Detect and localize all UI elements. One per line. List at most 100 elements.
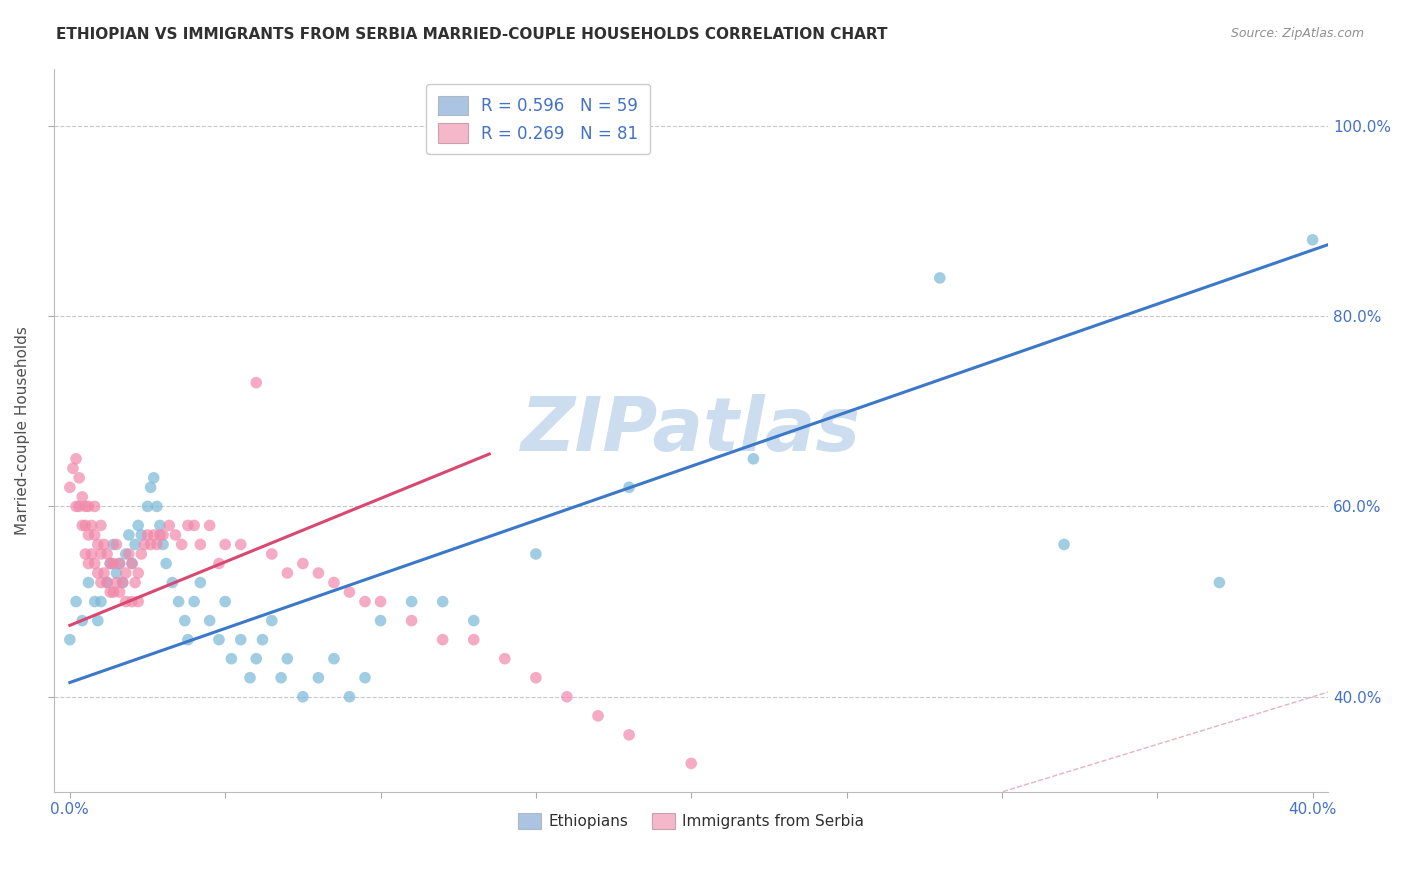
Point [208, 557, 231, 571]
Point [136, 500, 159, 514]
Point [586, 708, 609, 723]
Point [90, 594, 112, 608]
Point [170, 537, 193, 551]
Point [260, 614, 283, 628]
Point [370, 614, 392, 628]
Point [105, 537, 128, 551]
Point [72, 614, 94, 628]
Point [121, 557, 143, 571]
Point [260, 547, 283, 561]
Point [90, 575, 112, 590]
Point [65, 594, 87, 608]
Point [118, 547, 141, 561]
Point [77, 500, 100, 514]
Point [96, 547, 118, 561]
Point [162, 575, 184, 590]
Point [229, 537, 252, 551]
Y-axis label: Married-couple Households: Married-couple Households [15, 326, 30, 534]
Point [111, 575, 134, 590]
Point [72, 518, 94, 533]
Point [198, 518, 221, 533]
Point [165, 528, 187, 542]
Point [103, 585, 125, 599]
Point [105, 566, 128, 580]
Point [245, 651, 267, 665]
Point [118, 528, 141, 542]
Point [370, 594, 392, 608]
Point [149, 518, 172, 533]
Point [555, 690, 578, 704]
Point [67, 500, 90, 514]
Point [80, 518, 103, 533]
Point [127, 518, 149, 533]
Point [188, 537, 211, 551]
Point [681, 756, 703, 771]
Point [1208, 575, 1230, 590]
Point [108, 557, 131, 571]
Point [252, 632, 274, 647]
Point [494, 651, 516, 665]
Point [177, 632, 200, 647]
Point [1302, 233, 1324, 247]
Point [98, 557, 121, 571]
Point [77, 575, 100, 590]
Point [928, 271, 950, 285]
Point [62, 461, 84, 475]
Point [108, 557, 131, 571]
Point [96, 575, 118, 590]
Point [65, 451, 87, 466]
Point [139, 537, 162, 551]
Point [742, 451, 765, 466]
Point [276, 651, 298, 665]
Point [1053, 537, 1076, 551]
Point [188, 575, 211, 590]
Point [105, 575, 128, 590]
Point [124, 575, 146, 590]
Point [121, 557, 143, 571]
Point [183, 594, 205, 608]
Point [146, 500, 169, 514]
Point [173, 614, 195, 628]
Point [401, 614, 423, 628]
Point [183, 518, 205, 533]
Point [136, 528, 159, 542]
Point [291, 690, 314, 704]
Point [307, 566, 329, 580]
Point [139, 480, 162, 494]
Point [177, 518, 200, 533]
Point [77, 557, 100, 571]
Point [134, 537, 156, 551]
Point [67, 471, 90, 485]
Point [463, 632, 485, 647]
Point [198, 614, 221, 628]
Point [127, 594, 149, 608]
Point [157, 518, 180, 533]
Point [83, 557, 105, 571]
Point [65, 500, 87, 514]
Point [617, 728, 640, 742]
Point [307, 671, 329, 685]
Point [129, 547, 152, 561]
Point [221, 651, 243, 665]
Point [90, 547, 112, 561]
Point [114, 566, 136, 580]
Text: ETHIOPIAN VS IMMIGRANTS FROM SERBIA MARRIED-COUPLE HOUSEHOLDS CORRELATION CHART: ETHIOPIAN VS IMMIGRANTS FROM SERBIA MARR… [56, 27, 887, 42]
Point [83, 594, 105, 608]
Point [339, 690, 361, 704]
Point [146, 537, 169, 551]
Point [75, 518, 97, 533]
Legend: Ethiopians, Immigrants from Serbia: Ethiopians, Immigrants from Serbia [512, 806, 870, 835]
Point [103, 557, 125, 571]
Point [524, 547, 547, 561]
Point [98, 557, 121, 571]
Point [270, 671, 292, 685]
Point [114, 594, 136, 608]
Point [111, 575, 134, 590]
Point [432, 632, 454, 647]
Point [80, 547, 103, 561]
Point [93, 537, 115, 551]
Text: ZIPatlas: ZIPatlas [522, 393, 862, 467]
Point [432, 594, 454, 608]
Point [354, 594, 377, 608]
Point [127, 566, 149, 580]
